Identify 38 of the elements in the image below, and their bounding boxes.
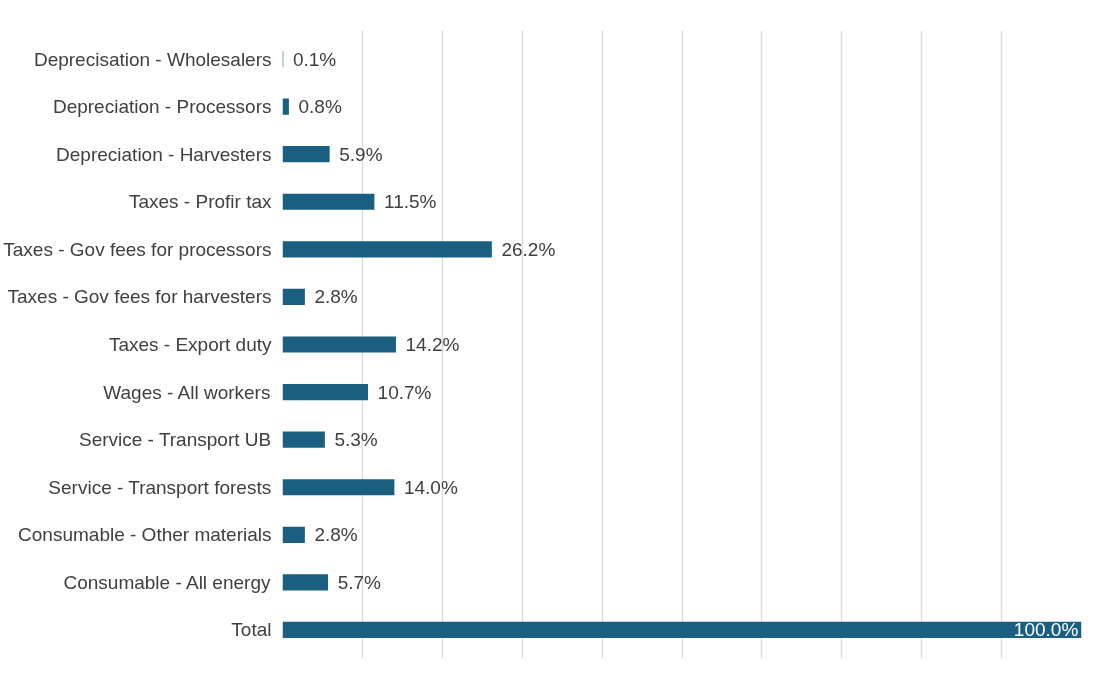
y-tick-label: Taxes - Gov fees for processors [3,238,272,260]
data-label: 14.0% [403,476,458,498]
data-label: 26.2% [501,238,556,260]
bar [282,383,368,401]
bar [282,526,305,543]
y-tick-label: Consumable - Other materials [18,524,272,546]
y-tick-label: Depreciation - Harvesters [56,143,272,165]
data-label: 100.0% [1013,619,1079,641]
bar [282,574,329,591]
y-tick-label: Service - Transport forests [48,476,272,498]
bar [282,431,325,448]
bar [282,241,492,258]
y-tick-label: Depreciation - Processors [52,96,272,118]
bar [282,336,396,353]
y-tick-label: Wages - All workers [103,381,271,403]
data-label: 0.1% [292,48,337,70]
y-tick-label: Service - Transport UB [78,429,272,451]
bar [282,479,395,496]
data-label: 11.5% [383,191,437,213]
data-label: 0.8% [298,96,342,118]
y-tick-label: Consumable - All energy [63,571,271,593]
bar [282,146,330,163]
y-tick-label: Taxes - Gov fees for harvesters [7,286,272,308]
bar [282,621,1082,639]
y-tick-label: Taxes - Export duty [108,334,272,355]
bar [282,288,305,306]
data-label: 5.9% [339,143,383,165]
bar [282,193,375,210]
y-tick-label: Deprecisation - Wholesalers [33,48,272,70]
data-label: 5.7% [337,571,382,593]
y-tick-label: Total [231,619,272,641]
data-label: 2.8% [314,524,358,546]
data-label: 2.8% [314,286,358,308]
data-label: 10.7% [377,381,432,403]
data-label: 5.3% [334,429,378,451]
y-tick-label: Taxes - Profir tax [128,191,272,213]
data-label: 14.2% [405,334,460,355]
bar [282,98,289,115]
